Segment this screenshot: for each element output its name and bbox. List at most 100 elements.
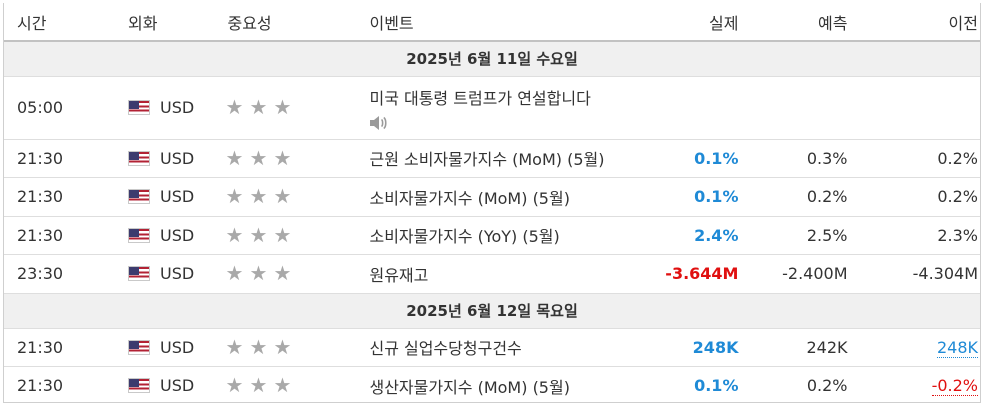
event-previous-cell: 0.2%: [848, 178, 981, 217]
speaker-icon[interactable]: [369, 115, 388, 131]
header-event[interactable]: 이벤트: [369, 13, 414, 33]
event-previous[interactable]: 248K: [936, 337, 978, 358]
event-actual: 0.1%: [694, 187, 739, 207]
star-icon: ★: [249, 222, 268, 247]
currency-code: USD: [159, 376, 195, 396]
event-importance: ★ ★ ★: [225, 367, 367, 403]
star-icon: ★: [273, 145, 292, 170]
star-icon: ★: [273, 261, 292, 286]
star-icon: ★: [273, 184, 292, 209]
event-previous: 0.2%: [937, 187, 978, 207]
star-icon: ★: [273, 334, 292, 359]
header-previous[interactable]: 이전: [948, 13, 978, 33]
event-name-cell: 생산자물가지수 (MoM) (5월): [367, 367, 643, 403]
us-flag-icon: [127, 378, 150, 394]
star-icon: ★: [249, 95, 268, 119]
event-forecast: 2.5%: [806, 225, 848, 245]
event-name-cell: 소비자물가지수 (YoY) (5월): [367, 216, 643, 255]
event-row[interactable]: 21:30 USD ★ ★ ★ 생산자물가지수 (MoM) (5월) 0.1% 0.…: [4, 367, 981, 403]
header-actual[interactable]: 실제: [709, 13, 739, 33]
event-currency: USD: [127, 216, 225, 255]
header-currency[interactable]: 외화: [127, 13, 158, 33]
currency-code: USD: [159, 187, 195, 207]
event-previous-cell: 248K: [848, 328, 981, 367]
event-currency: USD: [127, 255, 225, 294]
event-importance: ★ ★ ★: [225, 178, 367, 217]
header-time[interactable]: 시간: [17, 13, 47, 33]
event-actual: 2.4%: [694, 225, 739, 245]
event-row[interactable]: 05:00 USD ★ ★ ★ 미국 대통령 트럼프가 연설합니다: [4, 76, 980, 139]
star-icon: ★: [273, 222, 292, 247]
event-currency: USD: [127, 139, 225, 178]
us-flag-icon: [127, 189, 150, 205]
star-icon: ★: [273, 95, 292, 119]
us-flag-icon: [127, 150, 150, 166]
event-previous-cell: [848, 76, 981, 139]
star-icon: ★: [225, 334, 244, 359]
event-forecast: 0.3%: [806, 148, 848, 168]
header-importance[interactable]: 중요성: [227, 13, 272, 33]
event-title[interactable]: 소비자물가지수 (MoM) (5월): [369, 188, 570, 208]
event-currency: USD: [127, 367, 225, 403]
event-title[interactable]: 미국 대통령 트럼프가 연설합니다: [369, 88, 591, 108]
star-icon: ★: [225, 373, 244, 398]
currency-code: USD: [159, 225, 195, 245]
event-actual: 0.1%: [694, 376, 739, 396]
event-importance: ★ ★ ★: [225, 216, 367, 255]
event-row[interactable]: 21:30 USD ★ ★ ★ 신규 실업수당청구건수 248K 242K 248K: [4, 328, 980, 367]
event-row[interactable]: 21:30 USD ★ ★ ★ 소비자물가지수 (YoY) (5월) 2.4% 2.…: [4, 216, 980, 255]
us-flag-icon: [127, 339, 150, 355]
event-previous-cell: -0.2%: [848, 367, 981, 403]
star-icon: ★: [249, 145, 268, 170]
event-time: 23:30: [17, 264, 64, 284]
day-header-row: 2025년 6월 11일 수요일: [4, 41, 980, 76]
calendar-table: 시간 외화 중요성 이벤트 실제 예측 이전 2025년 6월 11일 수요일 …: [4, 3, 981, 403]
event-previous: 0.2%: [937, 148, 978, 168]
star-icon: ★: [225, 222, 244, 247]
header-forecast[interactable]: 예측: [818, 13, 848, 33]
event-row[interactable]: 23:30 USD ★ ★ ★ 원유재고 -3.644M -2.400M -4.30…: [4, 255, 981, 294]
event-row[interactable]: 21:30 USD ★ ★ ★ 근원 소비자물가지수 (MoM) (5월) 0.1%…: [4, 139, 980, 178]
day-label: 2025년 6월 11일 수요일: [406, 50, 578, 69]
calendar-body: 2025년 6월 11일 수요일 05:00 USD ★ ★ ★ 미국 대통령 트럼…: [4, 41, 981, 403]
event-title[interactable]: 생산자물가지수 (MoM) (5월): [369, 377, 570, 397]
event-actual-cell: 0.1%: [643, 139, 740, 178]
event-title[interactable]: 원유재고: [369, 265, 429, 285]
event-name-cell: 원유재고: [367, 255, 643, 294]
star-icon: ★: [249, 184, 268, 209]
event-time: 21:30: [17, 148, 64, 168]
event-actual: 0.1%: [694, 148, 739, 168]
star-icon: ★: [225, 184, 244, 209]
economic-calendar: 시간 외화 중요성 이벤트 실제 예측 이전 2025년 6월 11일 수요일 …: [3, 3, 981, 403]
event-forecast: 242K: [806, 337, 848, 357]
event-actual-cell: -3.644M: [643, 255, 740, 294]
event-time: 21:30: [17, 376, 64, 396]
event-importance: ★ ★ ★: [225, 76, 367, 139]
event-currency: USD: [127, 328, 225, 367]
event-previous[interactable]: -0.2%: [931, 376, 978, 397]
currency-code: USD: [159, 148, 195, 168]
event-name-cell: 신규 실업수당청구건수: [367, 328, 643, 367]
event-actual-cell: [643, 76, 740, 139]
event-title[interactable]: 근원 소비자물가지수 (MoM) (5월): [369, 150, 605, 170]
event-previous-cell: 0.2%: [848, 139, 981, 178]
event-actual-cell: 0.1%: [643, 367, 740, 403]
star-icon: ★: [225, 261, 244, 286]
event-title[interactable]: 소비자물가지수 (YoY) (5월): [369, 227, 560, 247]
currency-code: USD: [159, 337, 195, 357]
event-name-cell: 미국 대통령 트럼프가 연설합니다: [367, 76, 643, 139]
us-flag-icon: [127, 227, 150, 243]
event-time: 21:30: [17, 337, 64, 357]
event-forecast: 0.2%: [806, 187, 848, 207]
star-icon: ★: [249, 373, 268, 398]
event-previous-cell: -4.304M: [848, 255, 981, 294]
event-previous: -4.304M: [912, 264, 978, 284]
currency-code: USD: [159, 264, 195, 284]
event-importance: ★ ★ ★: [225, 139, 367, 178]
event-actual-cell: 2.4%: [643, 216, 740, 255]
star-icon: ★: [249, 261, 268, 286]
event-title[interactable]: 신규 실업수당청구건수: [369, 339, 522, 359]
event-currency: USD: [127, 76, 225, 139]
event-importance: ★ ★ ★: [225, 328, 367, 367]
event-row[interactable]: 21:30 USD ★ ★ ★ 소비자물가지수 (MoM) (5월) 0.1% 0.…: [4, 178, 981, 217]
